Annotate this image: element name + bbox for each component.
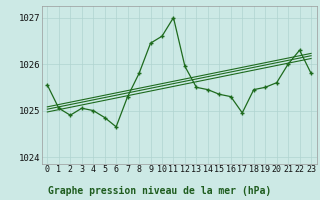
Text: Graphe pression niveau de la mer (hPa): Graphe pression niveau de la mer (hPa) [48, 186, 272, 196]
